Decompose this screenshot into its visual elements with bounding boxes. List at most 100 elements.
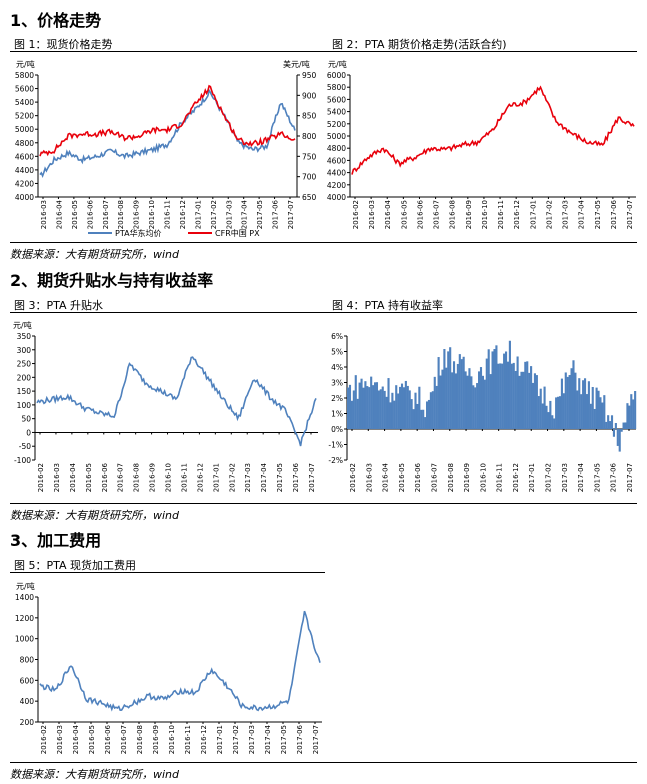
fig4-bar [439,375,442,429]
fig2-x-tick-label: 2017-03 [562,200,570,229]
fig4-bar [628,405,631,429]
fig4-x-tick-label: 2016-03 [365,463,373,492]
fig4-x-tick-label: 2017-06 [610,462,618,492]
fig4-bar [547,412,550,429]
fig1-y-tick-label: 5200 [15,112,34,121]
fig2-y-tick-label: 5200 [327,120,346,129]
fig4-bar [470,376,473,429]
fig1-y-tick-label: 5600 [15,85,34,94]
fig4-bar [360,378,363,429]
fig4-bar [578,378,581,429]
fig4-bar [614,423,617,429]
fig5-y-tick-label: 600 [20,676,35,685]
fig3-x-tick-label: 2016-05 [85,463,93,492]
fig4-x-tick-label: 2017-02 [545,463,553,492]
fig5-x-tick-label: 2016-09 [152,725,160,754]
fig4-bar [368,387,371,429]
fig5-x-tick-label: 2016-06 [104,724,112,754]
fig1-x-tick-label: 2016-09 [133,200,141,229]
fig5-y-tick-label: 800 [20,656,35,665]
fig2-x-tick-label: 2016-05 [400,200,408,229]
fig4-bar [572,360,575,429]
fig4-bar [483,379,486,429]
fig2-x-tick-label: 2017-05 [594,200,602,229]
section-title-basis: 2、期货升贴水与持有收益率 [10,271,214,290]
fig4-x-tick-label: 2016-08 [447,463,455,492]
fig4-bar [518,375,521,429]
fig4-x-tick-label: 2017-05 [593,463,601,492]
fig3-series-line [36,356,317,447]
fig4-bar [370,376,373,429]
fig4-x-tick-label: 2017-03 [561,463,569,492]
fig4-bar [620,429,623,432]
fig2-x-tick-label: 2016-07 [433,200,441,229]
fig3-x-tick-label: 2016-09 [149,463,157,492]
fig4-bar [591,386,594,429]
fig3-title: 图 3：PTA 升贴水 [14,299,104,312]
fig2-x-tick-label: 2016-06 [416,199,424,229]
fig4-y-tick-label: 5% [331,348,343,357]
fig4-bar [395,385,398,429]
fig5-x-tick-label: 2016-04 [72,724,80,754]
fig5-x-tick-label: 2016-05 [88,725,96,754]
fig2-x-tick-label: 2016-04 [384,199,392,229]
fig1-y2-tick-label: 750 [302,152,317,161]
fig1-title: 图 1：现货价格走势 [14,38,113,51]
fig4-bar [570,368,573,429]
fig3-x-tick-label: 2017-06 [292,462,300,492]
fig4-bar [348,384,352,429]
fig3-x-tick-label: 2016-10 [165,463,173,492]
fig2-y-tick-label: 4800 [327,144,346,153]
fig1-y2-tick-label: 900 [302,91,317,100]
fig2-y-tick-label: 4400 [327,169,346,178]
fig4-bar [609,421,612,429]
fig3-x-tick-label: 2017-01 [212,463,220,492]
fig2-y-tick-label: 4200 [327,181,346,190]
fig2-y-tick-label: 6000 [327,71,346,80]
fig2-y-tick-label: 5000 [327,132,346,141]
fig5-x-tick-label: 2017-05 [280,725,288,754]
fig4-bar [420,409,423,429]
fig3-x-tick-label: 2016-12 [196,463,204,492]
fig2-y-tick-label: 4600 [327,156,346,165]
fig4-bar [356,398,359,429]
fig4-bar [497,363,500,429]
fig4-bar [616,429,619,446]
fig1-y2-tick-label: 950 [302,71,317,80]
fig4-bar [603,395,606,429]
fig4-bar [510,363,513,429]
fig4-bar [634,391,637,429]
fig1-x-tick-label: 2016-07 [102,200,110,229]
fig4-bar [526,361,529,429]
fig4-x-tick-label: 2017-07 [626,463,634,492]
fig5-y-tick-label: 400 [20,697,35,706]
fig4-bar [410,399,413,429]
fig1-x-tick-label: 2017-01 [194,200,202,229]
fig4-bar [601,402,604,429]
fig4-bar [406,385,409,429]
fig5-x-tick-label: 2017-01 [216,725,224,754]
fig4-bar [352,390,355,429]
fig1-y-tick-label: 4200 [15,179,34,188]
fig4-bar [479,367,483,429]
fig4-bar [464,371,467,429]
fig4-bar [414,392,417,429]
fig3-y-tick-label: 350 [17,332,32,341]
fig4-bar [366,386,369,429]
fig4-y-tick-label: 2% [331,394,343,403]
fig3-y-tick-label: -50 [19,442,31,451]
fig2-x-tick-label: 2016-09 [465,200,473,229]
fig4-bar [354,375,357,429]
fig2-x-tick-label: 2016-12 [513,200,521,229]
fig4-bar [593,408,596,429]
fig4-bar [485,358,488,429]
fig4-x-tick-label: 2016-07 [430,463,438,492]
section-title-price: 1、价格走势 [10,11,102,30]
fig1-x-tick-label: 2016-10 [148,200,156,229]
fig1-x-tick-label: 2016-06 [86,199,94,229]
fig4-bar [560,378,563,429]
fig3-x-tick-label: 2016-03 [53,463,61,492]
fig4-bar [549,400,552,429]
fig4-bar [347,387,350,429]
fig1-y2-tick-label: 800 [302,132,317,141]
